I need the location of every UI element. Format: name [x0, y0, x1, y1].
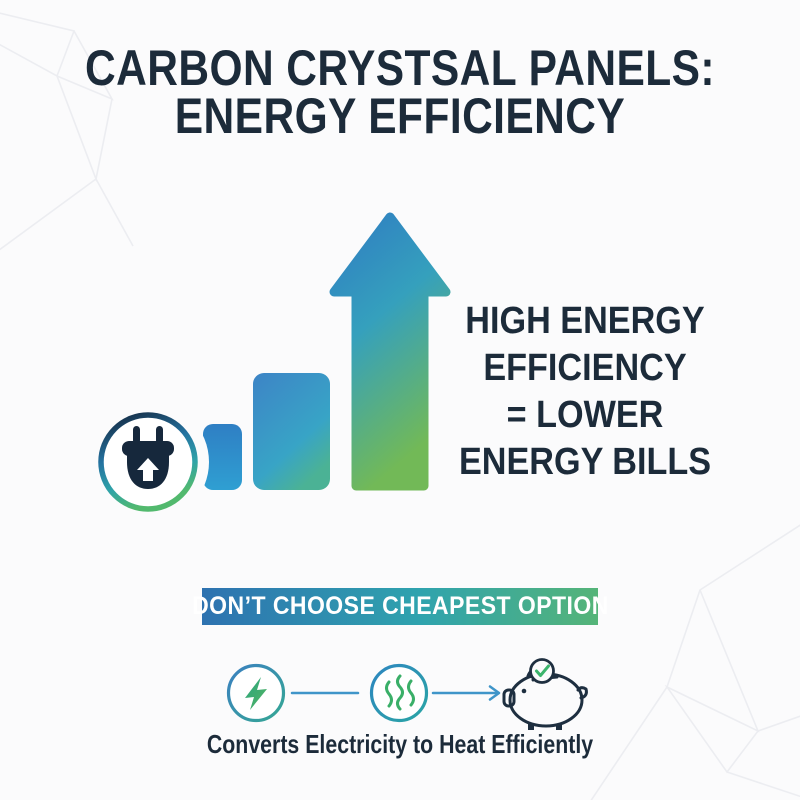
growth-arrow-icon	[329, 212, 451, 491]
power-plug-circle-icon	[98, 412, 198, 515]
process-row	[226, 658, 588, 730]
bar-medium	[253, 373, 330, 490]
check-badge-icon	[529, 658, 555, 684]
warning-banner-label: DON’T CHOOSE CHEAPEST OPTION	[191, 592, 609, 620]
page-title-line1: CARBON CRYSTSAL PANELS:	[84, 40, 715, 96]
page-title-line2: ENERGY EFFICIENCY	[174, 88, 626, 144]
connector-arrow	[431, 685, 501, 701]
efficiency-message-line4: ENERGY BILLS	[458, 441, 712, 483]
efficiency-message: HIGH ENERGY EFFICIENCY = LOWER ENERGY BI…	[444, 298, 727, 486]
efficiency-message-line3: = LOWER	[506, 394, 664, 436]
efficiency-message-line1: HIGH ENERGY	[465, 300, 705, 342]
page-title: CARBON CRYSTSAL PANELS: ENERGY EFFICIENC…	[60, 40, 740, 144]
process-caption: Converts Electricity to Heat Efficiently	[206, 729, 594, 759]
heat-waves-icon	[385, 674, 415, 711]
bar-small	[203, 424, 242, 490]
lightning-bolt-icon	[245, 677, 267, 710]
efficiency-message-line2: EFFICIENCY	[483, 347, 687, 389]
plug-up-arrow-glyph	[137, 458, 159, 481]
background-mesh-bottomright-decoration	[590, 524, 800, 800]
background-mesh-topleft-decoration	[0, 12, 134, 251]
warning-banner: DON’T CHOOSE CHEAPEST OPTION	[192, 588, 608, 625]
heat-circle	[369, 663, 429, 723]
